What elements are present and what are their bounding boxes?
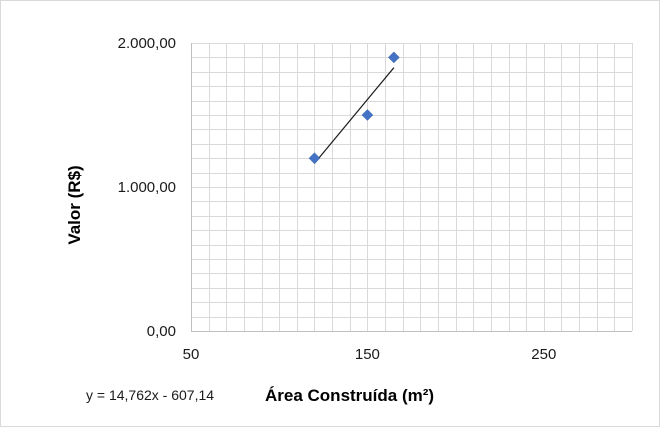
y-tick-label: 2.000,00: [118, 35, 176, 52]
trendline: [314, 67, 395, 164]
x-tick-label: 150: [355, 346, 380, 363]
data-point-marker: [388, 51, 400, 64]
data-point-marker: [361, 109, 374, 121]
y-tick-labels: 0,00 1.000,00 2.000,00: [118, 35, 176, 340]
x-tick-label: 250: [531, 346, 556, 363]
x-tick-labels: 50 150 250: [183, 346, 557, 363]
data-point-marker: [308, 152, 321, 165]
data-points: [308, 51, 400, 165]
gridlines: [191, 43, 633, 332]
trendline-group: [314, 67, 395, 164]
x-tick-label: 50: [183, 346, 200, 363]
y-axis-title: Valor (R$): [65, 165, 84, 244]
y-tick-label: 0,00: [147, 323, 176, 340]
trendline-equation: y = 14,762x - 607,14: [86, 387, 214, 403]
y-tick-label: 1.000,00: [118, 179, 176, 196]
x-axis-title: Área Construída (m²): [265, 386, 434, 405]
axes: [191, 43, 632, 332]
